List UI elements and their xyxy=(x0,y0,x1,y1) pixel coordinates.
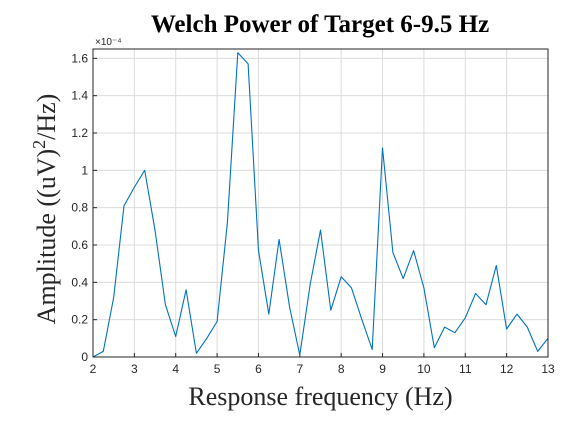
x-tick-label: 10 xyxy=(417,362,431,376)
y-tick-label: 1.6 xyxy=(71,51,88,65)
y-tick-label: 0.4 xyxy=(71,275,88,289)
y-tick-label: 0.8 xyxy=(71,201,88,215)
y-axis-label-tail: /Hz) xyxy=(32,94,61,140)
y-axis-label-main: Amplitude ((uV) xyxy=(32,149,61,324)
x-tick-label: 4 xyxy=(172,362,179,376)
y-tick-label: 1.4 xyxy=(71,89,88,103)
y-axis-exponent-label: ×10⁻⁴ xyxy=(95,37,122,48)
x-tick-label: 3 xyxy=(131,362,138,376)
y-axis-label: Amplitude ((uV)2/Hz) xyxy=(29,94,61,325)
y-axis-label-superscript: 2 xyxy=(29,140,49,149)
y-tick-label: 0 xyxy=(81,350,88,364)
x-tick-label: 7 xyxy=(296,362,303,376)
series-line xyxy=(92,52,549,358)
plot-area xyxy=(92,52,549,358)
x-tick-label: 12 xyxy=(500,362,514,376)
chart-title: Welch Power of Target 6-9.5 Hz xyxy=(151,11,489,38)
x-tick-label: 5 xyxy=(214,362,221,376)
x-axis-label: Response frequency (Hz) xyxy=(188,382,452,411)
y-tick-label: 1.2 xyxy=(71,126,88,140)
y-tick-label: 0.6 xyxy=(71,238,88,252)
grid-lines xyxy=(92,49,549,358)
axis-ticks: 2 3 4 5 6 7 8 9 10 11 12 13 0 0.2 0.4 0.6 0.8 1 1.2 1.4 1.6 xyxy=(71,51,555,376)
x-tick-label: 11 xyxy=(459,362,472,376)
plot-frame xyxy=(92,48,549,358)
y-tick-label: 0.2 xyxy=(71,313,88,327)
y-tick-label: 1 xyxy=(81,163,88,177)
x-tick-label: 9 xyxy=(379,362,386,376)
x-tick-label: 13 xyxy=(541,362,555,376)
x-tick-label: 2 xyxy=(90,362,97,376)
x-tick-label: 8 xyxy=(338,362,345,376)
x-tick-label: 6 xyxy=(255,362,262,376)
